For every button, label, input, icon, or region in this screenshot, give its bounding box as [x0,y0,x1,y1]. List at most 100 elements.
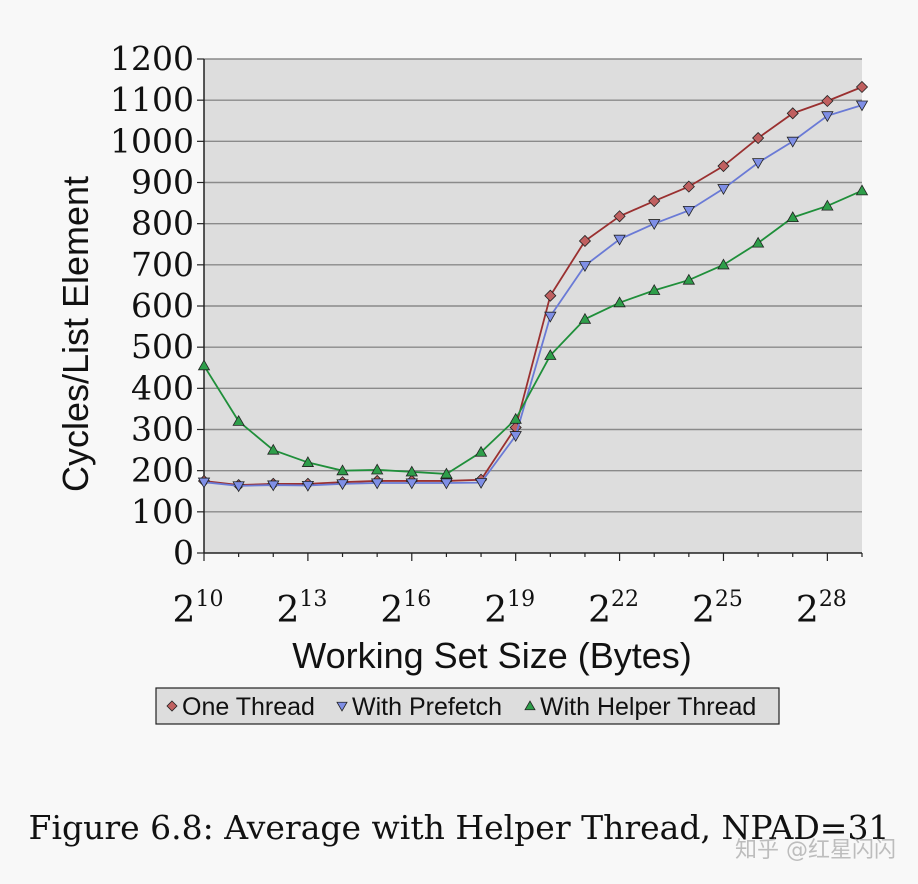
y-tick-label: 1200 [110,39,194,78]
data-point [370,463,384,475]
x-tick-exponent: 13 [299,587,327,612]
x-tick-exponent: 16 [403,587,431,612]
series-with-helper-thread [197,184,869,479]
x-tick-label: 213 [276,587,327,631]
data-point [440,478,453,490]
data-point [509,412,522,424]
data-point [648,284,661,295]
data-point [821,94,834,108]
data-point [752,131,765,145]
y-tick-label: 900 [131,163,194,202]
data-point [613,296,626,308]
y-tick-label: 500 [131,327,194,366]
x-tick-label: 210 [173,587,224,631]
y-tick-label: 200 [131,451,194,490]
legend-box [155,687,780,725]
data-point [682,205,696,217]
y-tick-label: 1000 [110,121,194,160]
figure-caption: Figure 6.8: Average with Helper Thread, … [28,808,890,847]
data-point [682,273,696,285]
y-tick-label: 700 [131,245,194,284]
x-tick-label: 222 [588,587,639,631]
data-point [232,414,245,426]
x-tick-base: 2 [588,590,611,631]
x-tick-base: 2 [276,590,299,631]
x-tick-exponent: 22 [611,587,639,612]
data-point [197,359,211,371]
legend-marker [166,700,178,712]
data-point [855,184,869,196]
x-tick-exponent: 28 [819,587,847,612]
y-tick-label: 1100 [110,80,194,119]
data-point [544,289,557,302]
x-tick-label: 219 [484,587,535,631]
data-point [821,111,834,123]
y-axis-label: Cycles/List Element [55,176,96,492]
x-tick-label: 216 [380,587,431,631]
y-tick-label: 800 [131,204,194,243]
data-point [613,210,626,223]
x-tick-base: 2 [796,590,819,631]
series-with-prefetch [197,100,869,493]
data-point [717,184,730,195]
legend-marker [336,701,348,712]
y-tick-label: 600 [131,286,194,325]
data-point [509,431,522,442]
data-point [544,349,557,360]
data-point [786,136,799,148]
legend: One Thread With Prefetch With Helper Threa… [155,687,780,725]
series-line [203,104,863,487]
data-point [648,219,661,230]
x-tick-exponent: 19 [507,587,535,612]
x-axis-ticks: 210 213 216 219 222 225 228 [173,553,863,631]
data-point [405,478,418,490]
data-point [370,478,384,490]
x-tick-base: 2 [692,590,715,631]
data-point [301,456,315,467]
y-tick-label: 0 [173,533,194,572]
data-point [336,464,349,476]
x-tick-label: 228 [796,587,847,631]
data-point [474,478,488,489]
x-tick-exponent: 25 [715,587,743,612]
legend-label: With Prefetch [352,693,502,721]
y-tick-label: 100 [131,492,194,531]
data-point [855,80,869,94]
x-axis-label: Working Set Size (Bytes) [292,635,691,676]
data-point [821,199,834,211]
x-tick-base: 2 [484,590,507,631]
data-point [578,312,592,324]
data-point [336,479,349,491]
legend-marker [524,700,536,711]
data-point [474,445,488,457]
data-point [717,258,730,270]
data-point [578,261,592,272]
y-tick-label: 400 [131,368,194,407]
data-point [786,211,799,223]
data-point [440,467,453,479]
data-point [197,477,211,489]
legend-label: With Helper Thread [540,693,756,721]
watermark: 知乎 @红星闪闪 [735,838,896,863]
data-point [301,480,315,492]
data-point [751,158,765,170]
data-point [613,234,626,246]
data-point [682,180,695,193]
data-point [405,465,418,477]
x-tick-exponent: 10 [195,587,223,612]
data-point [855,100,869,112]
data-point [544,311,557,323]
x-tick-label: 225 [692,587,743,631]
legend-label: One Thread [182,693,315,721]
series-layer [197,80,869,493]
data-point [267,443,280,455]
data-point [717,159,730,173]
y-tick-label: 300 [131,410,194,449]
data-point [751,236,765,248]
x-tick-base: 2 [173,590,196,631]
data-point [578,234,592,248]
data-point [786,107,799,120]
grid [204,58,862,513]
data-point [267,480,280,492]
